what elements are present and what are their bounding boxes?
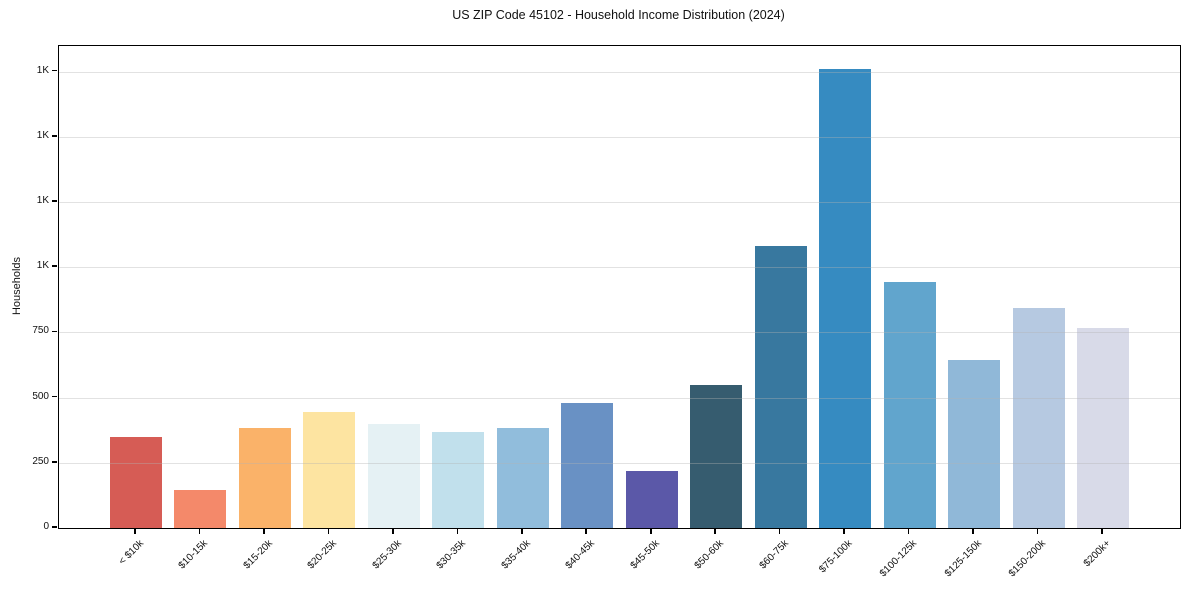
x-tick-mark: [521, 528, 523, 534]
x-tick-mark: [843, 528, 845, 534]
y-tick-mark: [52, 134, 57, 137]
bar-13: [883, 281, 936, 528]
x-tick-mark: [327, 528, 330, 534]
plot-area: [58, 45, 1181, 529]
y-tick-mark: [52, 69, 57, 72]
bar-2: [174, 490, 227, 528]
x-tick-label: $60-75k: [757, 538, 791, 572]
bar-12: [819, 68, 872, 528]
y-tick-label: 0: [43, 521, 49, 532]
x-tick-label: $30-35k: [434, 538, 469, 572]
y-axis-label: Households: [11, 256, 23, 316]
x-tick-label: $50-60k: [692, 538, 726, 572]
x-tick-mark: [263, 528, 265, 534]
bar-8: [561, 402, 614, 528]
y-tick-label: 1K: [36, 129, 49, 141]
x-tick-label: $40-45k: [563, 538, 598, 572]
y-tick-mark: [52, 265, 57, 267]
x-tick-mark: [1101, 528, 1103, 534]
y-tick-label: 750: [32, 325, 49, 337]
gridline-1750: [59, 71, 1180, 73]
x-tick-label: $200k+: [1081, 538, 1113, 570]
y-tick-mark: [52, 330, 57, 333]
x-tick-label: $25-30k: [370, 538, 404, 572]
bar-6: [432, 431, 485, 528]
bar-15: [1012, 307, 1065, 528]
x-tick-mark: [907, 528, 910, 534]
bar-1: [110, 436, 162, 528]
gridline-1000: [59, 267, 1180, 269]
x-tick-mark: [585, 528, 588, 534]
y-tick-mark: [52, 200, 57, 202]
x-tick-label: $100-125k: [878, 538, 920, 580]
x-tick-mark: [972, 528, 974, 534]
x-tick-label: < $10k: [116, 538, 146, 568]
y-tick-label: 1K: [36, 64, 49, 76]
x-tick-label: $35-40k: [499, 538, 533, 572]
x-tick-label: $10-15k: [176, 538, 211, 572]
x-tick-label: $150-200k: [1007, 538, 1049, 580]
y-tick-label: 500: [32, 390, 49, 402]
gridline-500: [59, 397, 1180, 399]
y-tick-mark: [52, 526, 57, 528]
x-tick-mark: [1036, 528, 1039, 534]
x-tick-mark: [456, 528, 459, 534]
x-tick-mark: [198, 528, 201, 534]
bar-14: [948, 359, 1001, 528]
x-tick-mark: [649, 528, 652, 534]
bar-9: [625, 470, 678, 528]
bar-10: [690, 384, 743, 528]
y-tick-mark: [52, 395, 57, 398]
x-tick-label: $45-50k: [628, 538, 662, 572]
x-tick-mark: [392, 528, 394, 534]
chart-title: US ZIP Code 45102 - Household Income Dis…: [452, 8, 785, 22]
x-tick-label: $75-100k: [817, 538, 855, 576]
y-tick-label: 1K: [36, 260, 49, 272]
x-tick-label: $15-20k: [241, 538, 275, 572]
gridline-250: [59, 462, 1180, 464]
gridline-1500: [59, 136, 1180, 138]
bar-16: [1077, 328, 1129, 528]
x-tick-mark: [134, 528, 136, 534]
gridline-1250: [59, 201, 1180, 203]
x-tick-label: $125-150k: [942, 538, 984, 580]
bar-5: [367, 423, 420, 528]
bar-4: [303, 411, 356, 528]
x-tick-mark: [714, 528, 716, 534]
y-tick-label: 1K: [36, 194, 49, 206]
bar-11: [754, 246, 807, 528]
y-tick-mark: [52, 460, 57, 463]
gridline-750: [59, 332, 1180, 334]
y-tick-label: 250: [32, 455, 49, 467]
x-tick-mark: [778, 528, 781, 534]
bar-3: [238, 427, 291, 528]
bar-7: [496, 427, 549, 528]
x-tick-label: $20-25k: [305, 538, 340, 572]
